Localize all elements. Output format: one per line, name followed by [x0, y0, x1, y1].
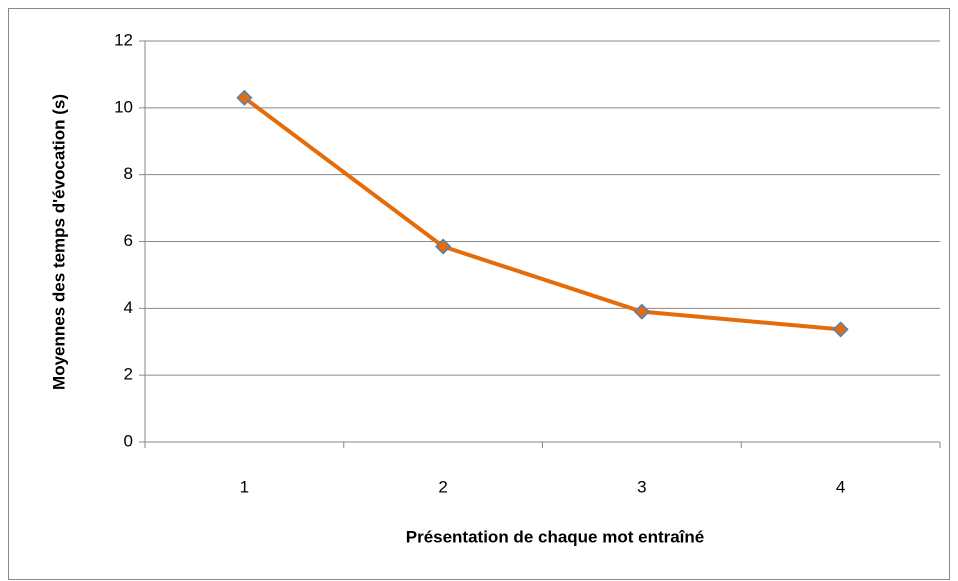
x-tick-label: 3 [637, 477, 646, 496]
marker [435, 238, 452, 255]
marker [236, 89, 253, 106]
chart-border [8, 8, 950, 580]
y-axis-title: Moyennes des temps d'évocation (s) [49, 94, 68, 390]
x-tick-label: 4 [836, 477, 845, 496]
x-axis-title: Présentation de chaque mot entraîné [406, 527, 705, 546]
line [243, 96, 841, 332]
x-tick-label: 1 [240, 477, 249, 496]
marker [832, 321, 849, 338]
y-tick-label: 6 [124, 231, 133, 250]
y-tick-label: 8 [124, 164, 133, 183]
y-tick-label: 0 [124, 431, 133, 450]
y-tick-label: 4 [124, 298, 133, 317]
marker [633, 303, 650, 320]
y-tick-label: 10 [114, 97, 133, 116]
y-tick-label: 2 [124, 365, 133, 384]
y-tick-label: 12 [114, 30, 133, 49]
x-tick-label: 2 [438, 477, 447, 496]
